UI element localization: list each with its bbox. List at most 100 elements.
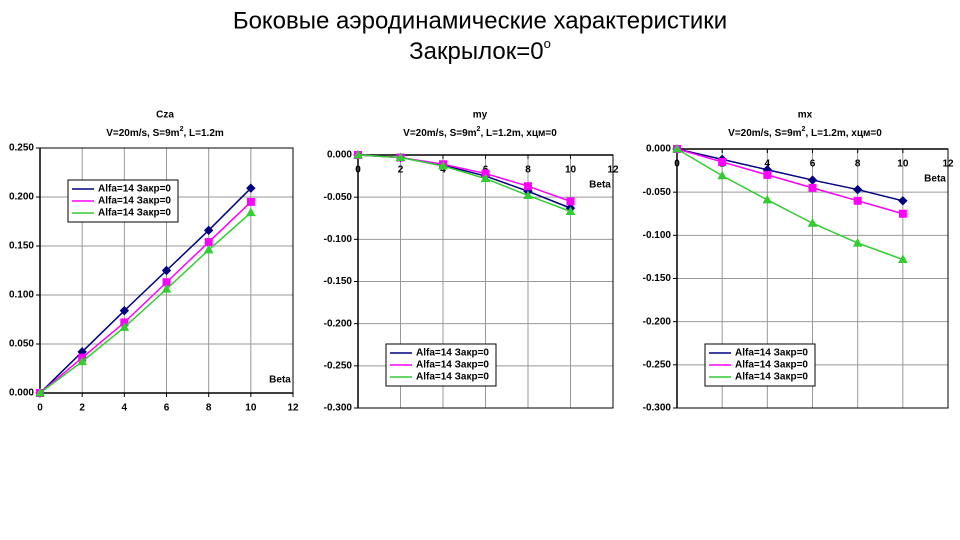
marker — [763, 170, 772, 179]
marker — [246, 183, 256, 193]
x-tick-label: 12 — [287, 403, 299, 414]
marker — [119, 322, 130, 331]
legend-label: Alfa=14 Закр=0 — [416, 360, 489, 371]
marker — [524, 182, 532, 191]
marker — [717, 170, 728, 180]
marker — [438, 160, 448, 170]
chart-title: mx — [798, 110, 813, 121]
subtitle-part: 2 — [802, 126, 806, 133]
x-tick-label: 2 — [79, 403, 85, 414]
slide-subtitle: Закрылок=0o — [409, 36, 551, 65]
legend-label: Alfa=14 Закр=0 — [735, 360, 808, 371]
marker — [808, 183, 817, 192]
x-tick-label: 6 — [810, 159, 816, 170]
marker — [807, 175, 818, 185]
subtitle-part: , L=1.2m — [183, 128, 223, 139]
x-axis-label: Beta — [269, 375, 291, 386]
slide-title: Боковые аэродинамические характеристики — [233, 7, 727, 34]
x-tick-label: 10 — [245, 403, 257, 414]
marker — [897, 254, 908, 264]
y-tick-label: 0.000 — [327, 150, 352, 161]
series-line — [676, 148, 904, 261]
marker — [161, 284, 172, 293]
marker — [204, 238, 213, 247]
marker — [245, 207, 256, 217]
series-line — [39, 187, 252, 394]
marker — [395, 152, 406, 162]
series-line — [357, 154, 571, 213]
y-tick-label: -0.150 — [643, 273, 672, 284]
x-tick-label: 6 — [164, 403, 170, 414]
y-tick-label: -0.100 — [324, 234, 353, 245]
y-tick-label: 0.100 — [9, 290, 34, 301]
x-tick-label: 4 — [765, 159, 771, 170]
marker — [203, 244, 214, 254]
series-line — [357, 154, 571, 203]
subtitle-part: , L=1.2m, хцм=0 — [805, 128, 882, 139]
marker — [523, 190, 533, 199]
y-tick-label: -0.300 — [643, 403, 672, 414]
subtitle-sup: o — [544, 36, 551, 51]
y-tick-label: -0.050 — [643, 187, 672, 198]
y-tick-label: 0.050 — [9, 339, 34, 350]
chart-title: my — [473, 110, 488, 121]
x-tick-label: 8 — [525, 165, 531, 176]
legend-label: Alfa=14 Закр=0 — [98, 208, 171, 219]
legend-label: Alfa=14 Закр=0 — [98, 184, 171, 195]
chart-title: Cza — [156, 110, 174, 121]
marker — [852, 238, 863, 247]
subtitle-part: 2 — [477, 126, 481, 133]
x-tick-label: 4 — [122, 403, 128, 414]
chart-subtitle: V=20m/s, S=9m2, L=1.2m — [106, 126, 224, 139]
marker — [898, 209, 907, 218]
x-axis-label: Beta — [924, 174, 946, 185]
legend-label: Alfa=14 Закр=0 — [98, 196, 171, 207]
marker — [898, 196, 908, 206]
marker — [35, 387, 45, 397]
marker — [480, 173, 491, 183]
x-tick-label: 8 — [855, 159, 861, 170]
subtitle-part: V=20m/s, S=9m — [728, 128, 801, 139]
x-axis-label: Beta — [589, 180, 611, 191]
y-tick-label: -0.300 — [324, 403, 353, 414]
y-tick-label: 0.250 — [9, 143, 34, 154]
series-line — [676, 148, 904, 215]
marker — [565, 206, 576, 216]
subtitle-part: V=20m/s, S=9m — [106, 128, 179, 139]
marker — [852, 184, 863, 195]
y-tick-label: 0.150 — [9, 241, 34, 252]
y-tick-label: -0.050 — [324, 192, 353, 203]
series-line — [39, 212, 252, 394]
legend-label: Alfa=14 Закр=0 — [416, 372, 489, 383]
x-tick-label: 8 — [206, 403, 212, 414]
marker — [246, 197, 255, 206]
chart-subtitle: V=20m/s, S=9m2, L=1.2m, хцм=0 — [728, 126, 882, 139]
legend-label: Alfa=14 Закр=0 — [416, 348, 489, 359]
series-line — [676, 148, 904, 202]
marker — [762, 194, 773, 204]
subtitle-part: , L=1.2m, хцм=0 — [480, 128, 557, 139]
subtitle-part: 2 — [180, 126, 184, 133]
subtitle-part: V=20m/s, S=9m — [403, 128, 476, 139]
marker — [353, 149, 363, 159]
marker — [672, 143, 682, 153]
y-tick-label: -0.250 — [643, 359, 672, 370]
y-tick-label: 0.000 — [9, 388, 34, 399]
subtitle-text: Закрылок=0 — [409, 38, 543, 65]
x-tick-label: 10 — [897, 159, 909, 170]
marker — [853, 196, 862, 205]
y-tick-label: -0.150 — [324, 276, 353, 287]
y-tick-label: 0.200 — [9, 192, 34, 203]
x-tick-label: 0 — [37, 403, 43, 414]
series-line — [39, 201, 252, 394]
y-tick-label: -0.200 — [643, 316, 672, 327]
y-tick-label: -0.200 — [324, 318, 353, 329]
legend-label: Alfa=14 Закр=0 — [735, 372, 808, 383]
marker — [807, 218, 818, 227]
x-tick-label: 2 — [398, 165, 404, 176]
y-tick-label: 0.000 — [646, 144, 671, 155]
legend-label: Alfa=14 Закр=0 — [735, 348, 808, 359]
chart-subtitle: V=20m/s, S=9m2, L=1.2m, хцм=0 — [403, 126, 557, 139]
x-tick-label: 10 — [565, 165, 577, 176]
